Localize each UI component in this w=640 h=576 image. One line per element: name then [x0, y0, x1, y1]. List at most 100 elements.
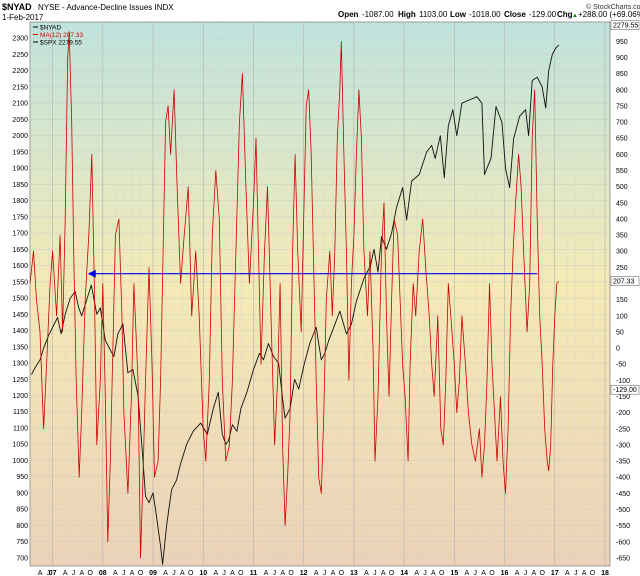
left-tick-label: 1950 — [12, 149, 28, 156]
legend-label: $SPX 2279.55 — [40, 40, 82, 47]
right-tick-label: 150 — [616, 297, 628, 304]
right-tick-label: -350 — [616, 459, 630, 466]
right-tick-label: 300 — [616, 249, 628, 256]
x-tick-label: J — [47, 570, 51, 576]
x-tick-label: J — [474, 570, 478, 576]
x-tick-label: O — [590, 570, 596, 576]
x-tick-label: O — [439, 570, 445, 576]
left-tick-label: 800 — [16, 523, 28, 530]
x-tick-label: 17 — [551, 570, 559, 576]
right-tick-label: 850 — [616, 71, 628, 78]
high-value: 1103.00 — [419, 10, 448, 19]
right-tick-label: -100 — [616, 378, 630, 385]
left-tick-label: 1600 — [12, 263, 28, 270]
left-tick-label: 1150 — [13, 409, 28, 416]
x-tick-label: 14 — [400, 570, 408, 576]
x-tick-label: 10 — [199, 570, 207, 576]
open-label: Open — [338, 10, 359, 19]
high-label: High — [398, 10, 416, 19]
left-tick-label: 1750 — [12, 214, 28, 221]
left-tick-label: 750 — [16, 539, 28, 546]
x-tick-label: A — [515, 570, 520, 576]
x-tick-label: J — [323, 570, 327, 576]
x-tick-label: O — [389, 570, 395, 576]
left-tick-label: 1250 — [12, 377, 28, 384]
x-tick-label: O — [188, 570, 194, 576]
close-value: -129.00 — [529, 10, 557, 19]
left-tick-label: 2000 — [12, 133, 28, 140]
x-tick-label: J — [273, 570, 277, 576]
right-tick-label: -300 — [616, 442, 630, 449]
x-tick-label: J — [122, 570, 126, 576]
x-tick-label: A — [531, 570, 536, 576]
right-tick-label: 0 — [616, 346, 620, 353]
right-tick-label: -600 — [616, 539, 630, 546]
x-tick-label: O — [88, 570, 94, 576]
right-tick-label: -250 — [616, 426, 630, 433]
symbol-description: NYSE - Advance-Decline Issues INDX — [38, 3, 174, 12]
x-tick-label: A — [414, 570, 419, 576]
left-tick-label: 2200 — [12, 68, 28, 75]
close-label: Close — [504, 10, 526, 19]
left-tick-label: 1900 — [12, 166, 28, 173]
x-tick-label: 13 — [350, 570, 358, 576]
right-tick-label: -650 — [616, 555, 630, 562]
x-tick-label: J — [172, 570, 176, 576]
left-tick-label: 2300 — [12, 36, 28, 43]
right-tick-label: 750 — [616, 103, 628, 110]
annotation-layer — [87, 269, 538, 278]
x-tick-label: A — [381, 570, 386, 576]
x-tick-label: A — [38, 570, 43, 576]
right-tick-label: 50 — [616, 329, 624, 336]
x-tick-label: A — [213, 570, 218, 576]
x-tick-label: O — [339, 570, 345, 576]
x-tick-label: A — [364, 570, 369, 576]
x-tick-label: O — [288, 570, 294, 576]
x-tick-label: O — [138, 570, 144, 576]
chart-date: 1-Feb-2017 — [2, 13, 44, 22]
right-tick-label: -150 — [616, 394, 630, 401]
right-tick-label: 450 — [616, 200, 628, 207]
x-tick-label: J — [574, 570, 578, 576]
left-tick-label: 2100 — [12, 101, 28, 108]
x-tick-label: O — [238, 570, 244, 576]
x-tick-label: J — [524, 570, 528, 576]
left-tick-label: 1800 — [12, 198, 28, 205]
arrow-head-icon — [87, 269, 96, 278]
value-label-box — [610, 20, 640, 30]
value-label-text: 2279.55 — [613, 23, 638, 30]
left-tick-label: 1300 — [12, 361, 28, 368]
ohlc-readout: Open -1087.00 High 1103.00 Low -1018.00 … — [338, 10, 640, 19]
x-tick-label: J — [72, 570, 76, 576]
chg-label: Chg — [557, 10, 573, 19]
x-axis: A J07 A J A O 08 A J A O 09 A J A O 10 A J A O 11 A J A O 12 A J A O 13… — [38, 570, 609, 576]
x-tick-label: J — [423, 570, 427, 576]
symbol-title: $NYAD — [2, 2, 32, 12]
chg-up-arrow-icon: ▲ — [572, 13, 578, 19]
x-tick-label: A — [180, 570, 185, 576]
left-tick-label: 1400 — [12, 328, 28, 335]
open-value: -1087.00 — [362, 10, 394, 19]
x-tick-label: 07 — [49, 570, 57, 576]
right-tick-label: 900 — [616, 55, 628, 62]
left-tick-label: 1650 — [12, 247, 28, 254]
right-tick-label: 950 — [616, 39, 628, 46]
grid-lines — [30, 22, 610, 566]
x-tick-label: A — [130, 570, 135, 576]
low-label: Low — [450, 10, 467, 19]
stockcharts-watermark: © StockCharts.com — [586, 3, 640, 11]
series-layer — [29, 31, 560, 565]
x-tick-label: A — [280, 570, 285, 576]
value-label-text: -129.00 — [613, 387, 637, 394]
right-tick-label: -50 — [616, 362, 626, 369]
left-tick-label: 2250 — [12, 52, 28, 59]
x-tick-label: A — [481, 570, 486, 576]
x-tick-label: A — [331, 570, 336, 576]
right-tick-label: 600 — [616, 152, 628, 159]
left-tick-label: 2150 — [12, 84, 28, 91]
left-tick-label: 1100 — [13, 425, 28, 432]
right-tick-label: -400 — [616, 475, 630, 482]
left-tick-label: 1500 — [12, 296, 28, 303]
right-tick-label: 100 — [616, 313, 628, 320]
